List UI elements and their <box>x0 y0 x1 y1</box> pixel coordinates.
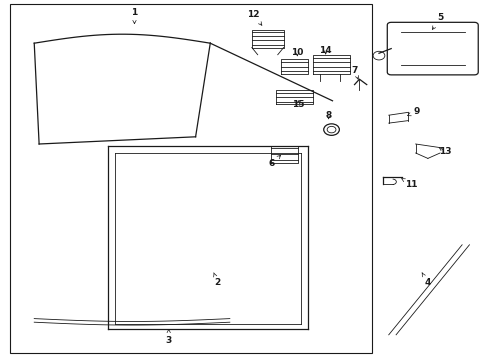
Text: 2: 2 <box>213 273 220 287</box>
Text: 14: 14 <box>319 46 331 55</box>
Text: 8: 8 <box>325 111 331 120</box>
Text: 5: 5 <box>431 13 442 30</box>
Text: 12: 12 <box>246 10 262 25</box>
Text: 15: 15 <box>291 100 304 109</box>
Text: 7: 7 <box>351 66 358 79</box>
Text: 6: 6 <box>268 155 280 168</box>
Text: 3: 3 <box>165 329 171 345</box>
Text: 1: 1 <box>131 8 137 24</box>
Text: 4: 4 <box>421 273 430 287</box>
Text: 11: 11 <box>401 179 417 189</box>
Text: 10: 10 <box>290 48 303 57</box>
Text: 13: 13 <box>438 147 450 156</box>
Bar <box>10 4 371 353</box>
Text: 9: 9 <box>407 107 419 116</box>
